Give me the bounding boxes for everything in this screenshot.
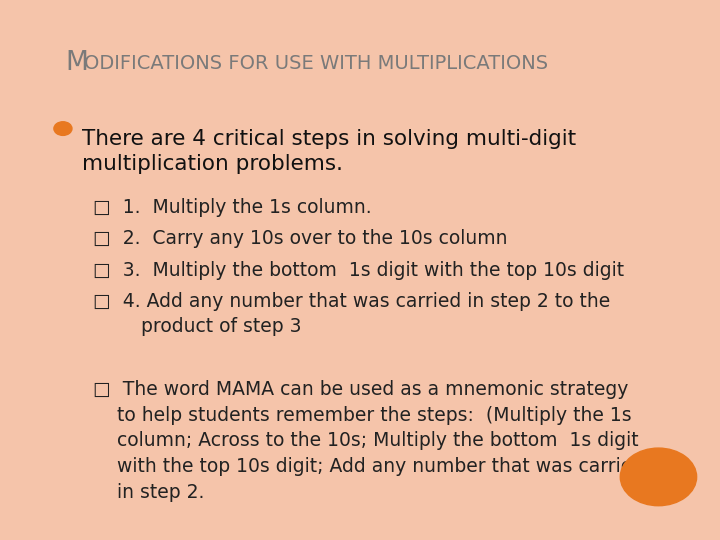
Text: M: M <box>65 50 88 76</box>
Text: □  2.  Carry any 10s over to the 10s column: □ 2. Carry any 10s over to the 10s colum… <box>93 229 508 248</box>
Text: □  4. Add any number that was carried in step 2 to the
        product of step 3: □ 4. Add any number that was carried in … <box>93 292 610 336</box>
Text: ODIFICATIONS FOR USE WITH MULTIPLICATIONS: ODIFICATIONS FOR USE WITH MULTIPLICATION… <box>84 53 548 72</box>
Text: There are 4 critical steps in solving multi-digit
multiplication problems.: There are 4 critical steps in solving mu… <box>82 129 577 174</box>
Text: □  3.  Multiply the bottom  1s digit with the top 10s digit: □ 3. Multiply the bottom 1s digit with t… <box>93 261 624 280</box>
Text: □  The word MAMA can be used as a mnemonic strategy
    to help students remembe: □ The word MAMA can be used as a mnemoni… <box>93 380 644 502</box>
Text: □  1.  Multiply the 1s column.: □ 1. Multiply the 1s column. <box>93 198 372 217</box>
Circle shape <box>54 122 72 136</box>
Circle shape <box>621 448 697 505</box>
